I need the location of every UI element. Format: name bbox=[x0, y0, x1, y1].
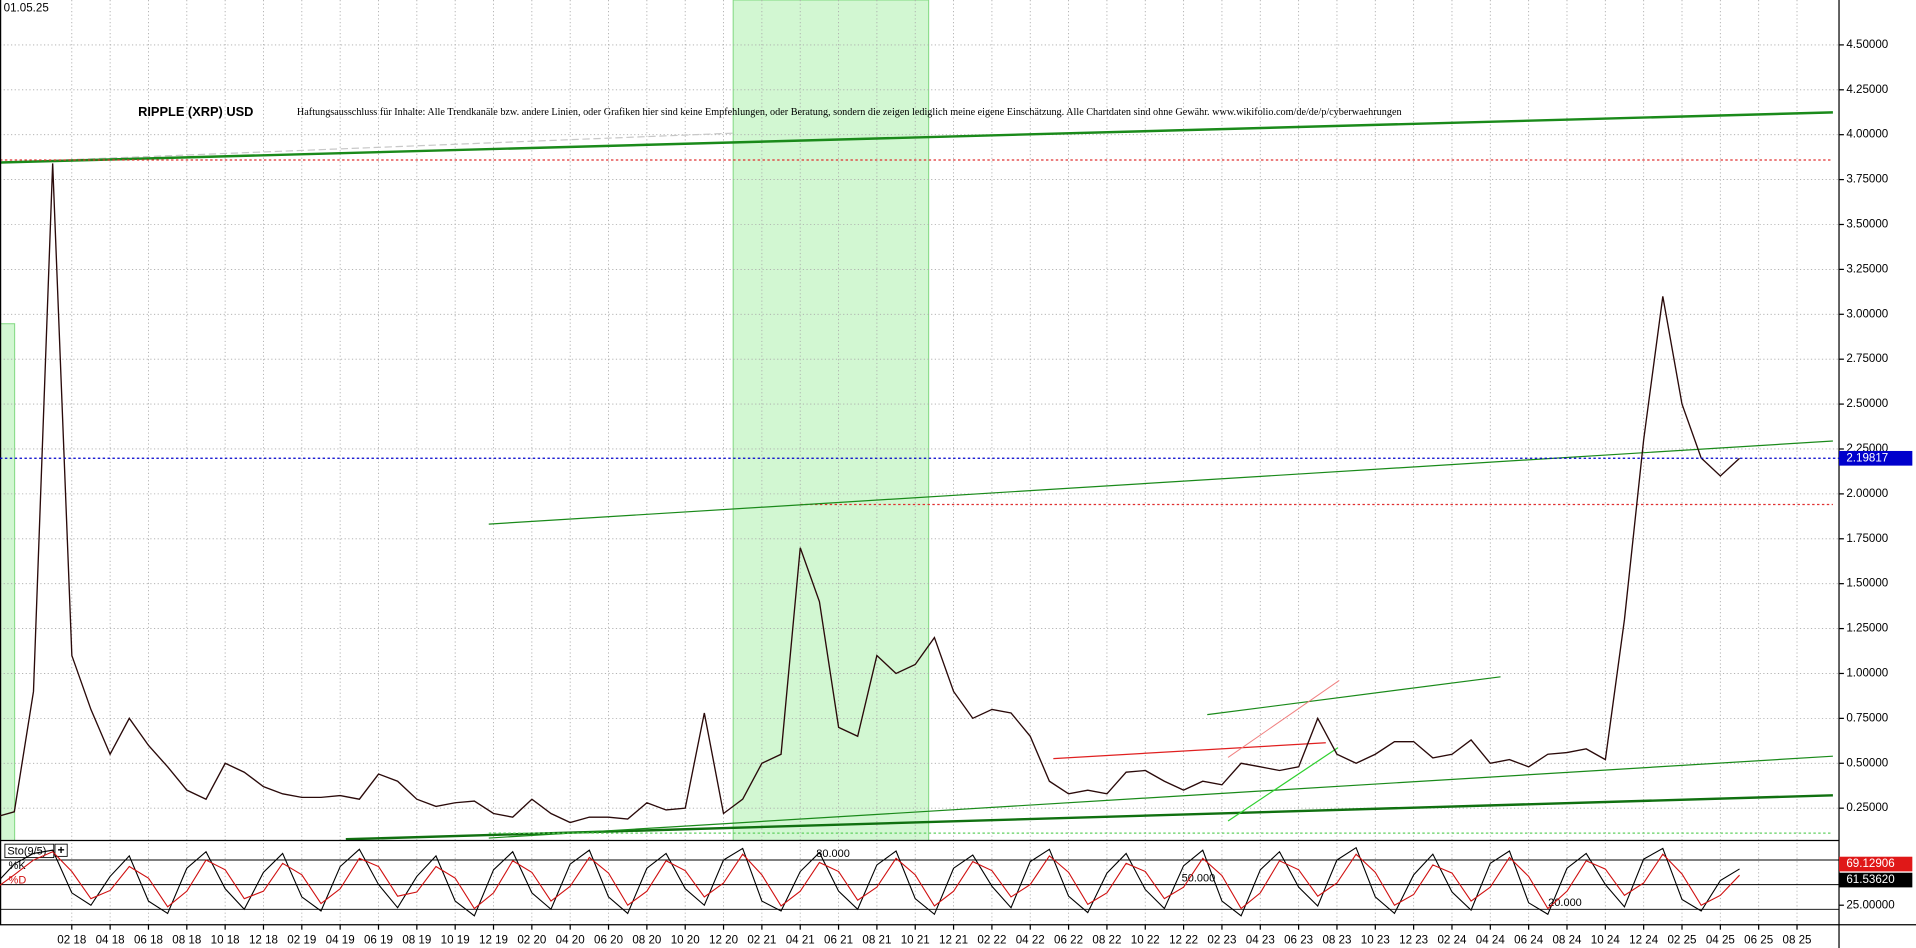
x-tick-label: 12 23 bbox=[1399, 934, 1428, 947]
y-tick-label: 2.75000 bbox=[1846, 352, 1888, 365]
x-tick-label: 06 22 bbox=[1054, 934, 1083, 947]
y-tick-label: 1.00000 bbox=[1846, 667, 1888, 680]
y-tick-label: 2.00000 bbox=[1846, 487, 1888, 500]
level-label: 20.000 bbox=[1548, 897, 1582, 909]
x-tick-label: 12 18 bbox=[249, 934, 278, 947]
y-tick-label: 1.25000 bbox=[1846, 622, 1888, 635]
x-tick-label: 04 24 bbox=[1476, 934, 1506, 947]
x-tick-label: 10 23 bbox=[1361, 934, 1390, 947]
x-tick-label: 10 22 bbox=[1131, 934, 1160, 947]
x-tick-label: 06 20 bbox=[594, 934, 623, 947]
y-tick-label: 3.50000 bbox=[1846, 218, 1888, 231]
current-price-label: 2.19817 bbox=[1846, 451, 1888, 464]
x-tick-label: 08 23 bbox=[1322, 934, 1351, 947]
x-tick-label: 02 20 bbox=[517, 934, 546, 947]
x-tick-label: 06 23 bbox=[1284, 934, 1313, 947]
indicator-box bbox=[4, 843, 55, 859]
x-tick-label: 06 21 bbox=[824, 934, 853, 947]
x-tick-label: 04 21 bbox=[786, 934, 815, 947]
last-value-box bbox=[1839, 856, 1913, 872]
trend-line bbox=[1227, 747, 1339, 822]
y-tick-label: 0.75000 bbox=[1846, 711, 1888, 724]
indicator-title: Sto(9/5) bbox=[7, 845, 46, 857]
x-tick-label: 06 25 bbox=[1744, 934, 1773, 947]
x-tick-label: 10 20 bbox=[671, 934, 700, 947]
x-tick-label: 02 24 bbox=[1437, 934, 1467, 947]
legend-entry: %D bbox=[9, 875, 27, 887]
x-tick-label: 12 24 bbox=[1629, 934, 1659, 947]
x-tick-label: 10 24 bbox=[1591, 934, 1621, 947]
last-value-box bbox=[1839, 872, 1913, 888]
y-tick-label: 4.25000 bbox=[1846, 83, 1888, 96]
y-tick-label: 4.00000 bbox=[1846, 128, 1888, 141]
y-tick-label: 2.50000 bbox=[1846, 397, 1888, 410]
x-tick-label: 02 19 bbox=[287, 934, 316, 947]
x-tick-label: 08 21 bbox=[862, 934, 891, 947]
x-tick-label: 12 20 bbox=[709, 934, 738, 947]
y-tick-label: 3.75000 bbox=[1846, 173, 1888, 186]
x-tick-label: 04 20 bbox=[556, 934, 585, 947]
x-tick-label: 10 18 bbox=[211, 934, 240, 947]
last-value-label: 61.53620 bbox=[1846, 873, 1894, 886]
x-tick-label: 08 19 bbox=[402, 934, 431, 947]
y-tick-label: 1.50000 bbox=[1846, 577, 1888, 590]
x-tick-label: 08 20 bbox=[632, 934, 661, 947]
x-tick-label: 06 18 bbox=[134, 934, 163, 947]
x-tick-label: 02 23 bbox=[1207, 934, 1236, 947]
x-tick-label: 10 19 bbox=[441, 934, 470, 947]
y-tick-label: 0.50000 bbox=[1846, 756, 1888, 769]
x-tick-label: 04 18 bbox=[96, 934, 125, 947]
chart-subtitle: Haftungsausschluss für Inhalte: Alle Tre… bbox=[297, 107, 1402, 118]
highlight-zone bbox=[732, 0, 930, 841]
y-tick-label: 3.00000 bbox=[1846, 307, 1888, 320]
x-tick-label: 02 25 bbox=[1667, 934, 1696, 947]
x-tick-label: 08 18 bbox=[172, 934, 201, 947]
x-tick-label: 06 19 bbox=[364, 934, 393, 947]
x-tick-label: 08 24 bbox=[1552, 934, 1582, 947]
x-tick-label: 02 21 bbox=[747, 934, 776, 947]
x-tick-label: 04 19 bbox=[326, 934, 355, 947]
x-tick-label: 12 22 bbox=[1169, 934, 1198, 947]
y-tick-label: 4.50000 bbox=[1846, 38, 1888, 51]
x-tick-label: 04 23 bbox=[1246, 934, 1275, 947]
stochastic-line bbox=[0, 846, 1740, 917]
trend-line bbox=[488, 755, 1833, 839]
x-tick-label: 08 25 bbox=[1783, 934, 1812, 947]
stochastic-line bbox=[0, 851, 1740, 910]
x-tick-label: 10 21 bbox=[901, 934, 930, 947]
y-tick-label: 0.25000 bbox=[1846, 801, 1888, 814]
current-price-box bbox=[1839, 450, 1913, 466]
level-label: 50.000 bbox=[1182, 872, 1216, 884]
trend-line bbox=[488, 440, 1833, 525]
last-value-label: 69.12906 bbox=[1846, 857, 1894, 870]
legend-entry: %K bbox=[9, 860, 27, 872]
x-tick-label: 12 19 bbox=[479, 934, 508, 947]
indicator-button-icon[interactable]: + bbox=[58, 843, 65, 857]
trend-line bbox=[1207, 676, 1501, 716]
x-tick-label: 02 22 bbox=[977, 934, 1006, 947]
level-label: 80.000 bbox=[816, 848, 850, 860]
trend-line bbox=[0, 111, 1833, 164]
x-tick-label: 06 24 bbox=[1514, 934, 1544, 947]
x-tick-label: 12 21 bbox=[939, 934, 968, 947]
x-tick-label: 02 18 bbox=[57, 934, 86, 947]
y-tick-label: 25.00000 bbox=[1846, 898, 1894, 911]
chart-title: RIPPLE (XRP) USD bbox=[138, 104, 253, 119]
trend-line bbox=[1227, 680, 1340, 758]
x-tick-label: 04 22 bbox=[1016, 934, 1045, 947]
x-tick-label: 04 25 bbox=[1706, 934, 1735, 947]
chart-date: 01.05.25 bbox=[4, 2, 49, 15]
x-tick-label: 08 22 bbox=[1092, 934, 1121, 947]
indicator-button[interactable] bbox=[54, 843, 68, 857]
y-tick-label: 1.75000 bbox=[1846, 532, 1888, 545]
y-tick-label: 3.25000 bbox=[1846, 262, 1888, 275]
price-line bbox=[0, 163, 1741, 824]
trend-line bbox=[0, 132, 734, 164]
trend-line bbox=[1053, 742, 1326, 760]
